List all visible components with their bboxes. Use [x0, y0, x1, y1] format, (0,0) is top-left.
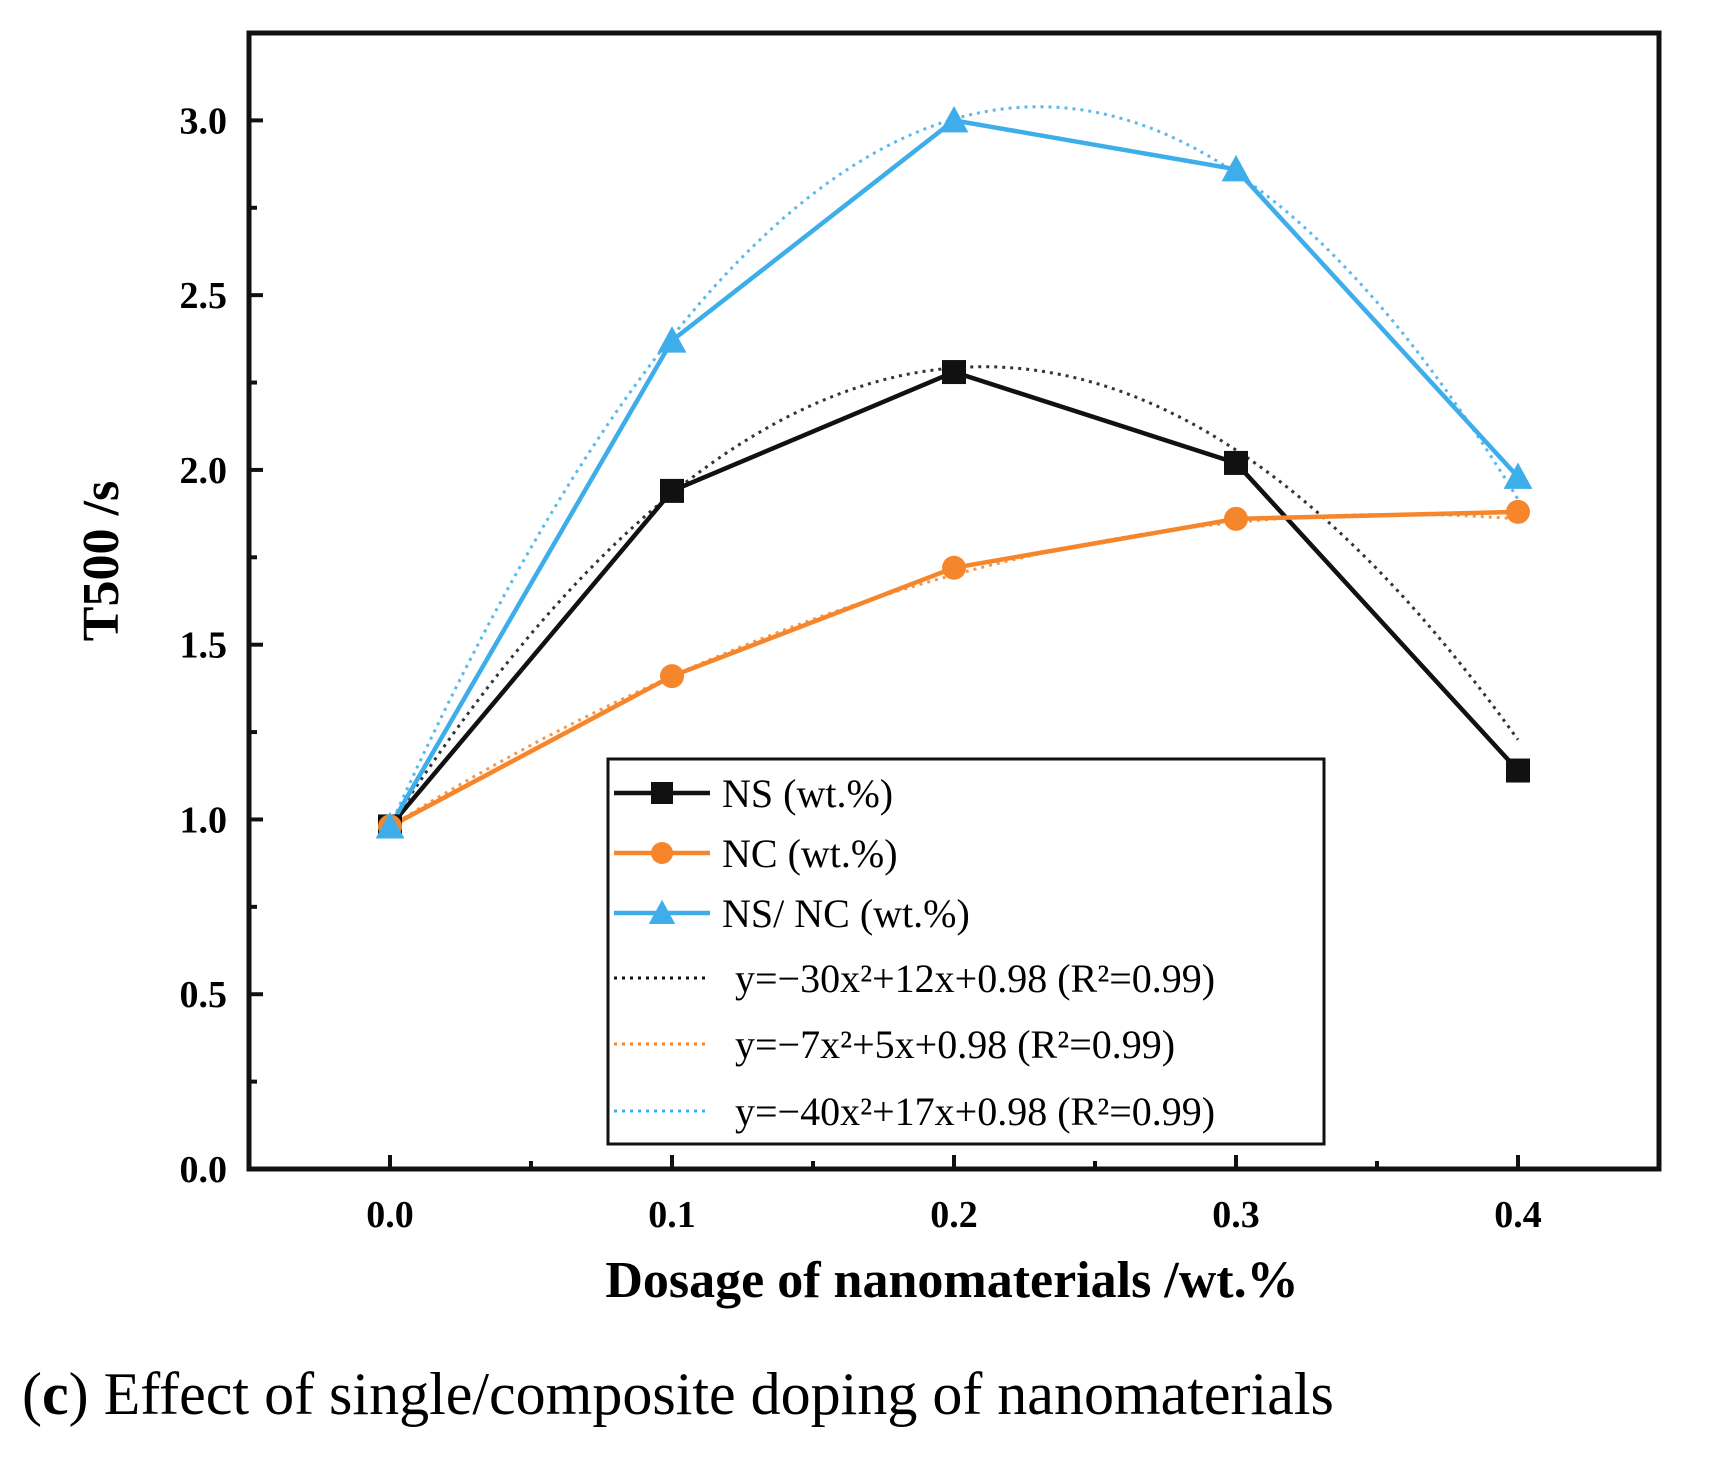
fit-curve	[388, 105, 1520, 828]
fit-curves	[388, 105, 1520, 828]
y-tick-label: 0.5	[180, 974, 228, 1016]
figure-caption: (c) Effect of single/composite doping of…	[22, 1361, 1334, 1427]
legend-fit-label: y=−7x²+5x+0.98 (R²=0.99)	[735, 1022, 1175, 1067]
y-axis-title: T500 /s	[73, 481, 130, 641]
legend-marker	[651, 782, 673, 804]
data-point	[657, 326, 687, 353]
x-tick-label: 0.3	[1212, 1194, 1260, 1236]
legend: NS (wt.%) NC (wt.%) NS/ NC (wt.%) y=−30x²+1…	[606, 757, 1326, 1146]
data-point	[1503, 462, 1533, 489]
data-point	[1506, 758, 1530, 783]
x-tick-label: 0.2	[930, 1194, 978, 1236]
series-markers	[375, 105, 1533, 839]
data-point	[1224, 506, 1248, 531]
y-tick-label: 1.5	[180, 625, 228, 667]
series-line	[388, 117, 1520, 828]
data-point	[375, 812, 405, 839]
data-point	[1224, 450, 1248, 475]
data-point	[660, 664, 684, 689]
x-tick-label: 0.0	[366, 1194, 414, 1236]
data-point	[939, 105, 969, 133]
data-point	[1221, 154, 1251, 182]
legend-fit-label: y=−30x²+12x+0.98 (R²=0.99)	[735, 956, 1215, 1001]
y-tick-label: 0.0	[180, 1149, 228, 1191]
data-point	[942, 360, 966, 385]
x-axis-title: Dosage of nanomaterials /wt.%	[605, 1252, 1298, 1309]
series-lines	[388, 117, 1520, 829]
legend-fit-label: y=−40x²+17x+0.98 (R²=0.99)	[735, 1089, 1215, 1134]
caption-text: Effect of single/composite doping of nan…	[104, 1361, 1334, 1427]
x-tick-label: 0.4	[1494, 1194, 1542, 1236]
fit-curve	[388, 365, 1520, 828]
legend-label: NS/ NC (wt.%)	[722, 891, 970, 936]
legend-label: NC (wt.%)	[722, 831, 898, 876]
legend-marker	[651, 842, 673, 864]
y-tick-label: 1.0	[180, 799, 228, 841]
legend-label: NS (wt.%)	[722, 771, 893, 816]
caption-label: c	[42, 1361, 69, 1427]
x-tick-label: 0.1	[648, 1194, 696, 1236]
data-point	[942, 555, 966, 580]
data-point	[660, 478, 684, 503]
legend-marker	[648, 899, 676, 924]
y-tick-label: 2.0	[180, 450, 228, 492]
y-tick-label: 2.5	[180, 275, 228, 317]
axes: 0.0 0.1 0.2 0.3 0.4 0.0 0.5 1.0 1.5 2.0 2.5 3.0	[180, 100, 1542, 1236]
y-tick-label: 3.0	[180, 100, 228, 142]
legend-box	[606, 757, 1326, 1146]
data-point	[1506, 499, 1530, 524]
